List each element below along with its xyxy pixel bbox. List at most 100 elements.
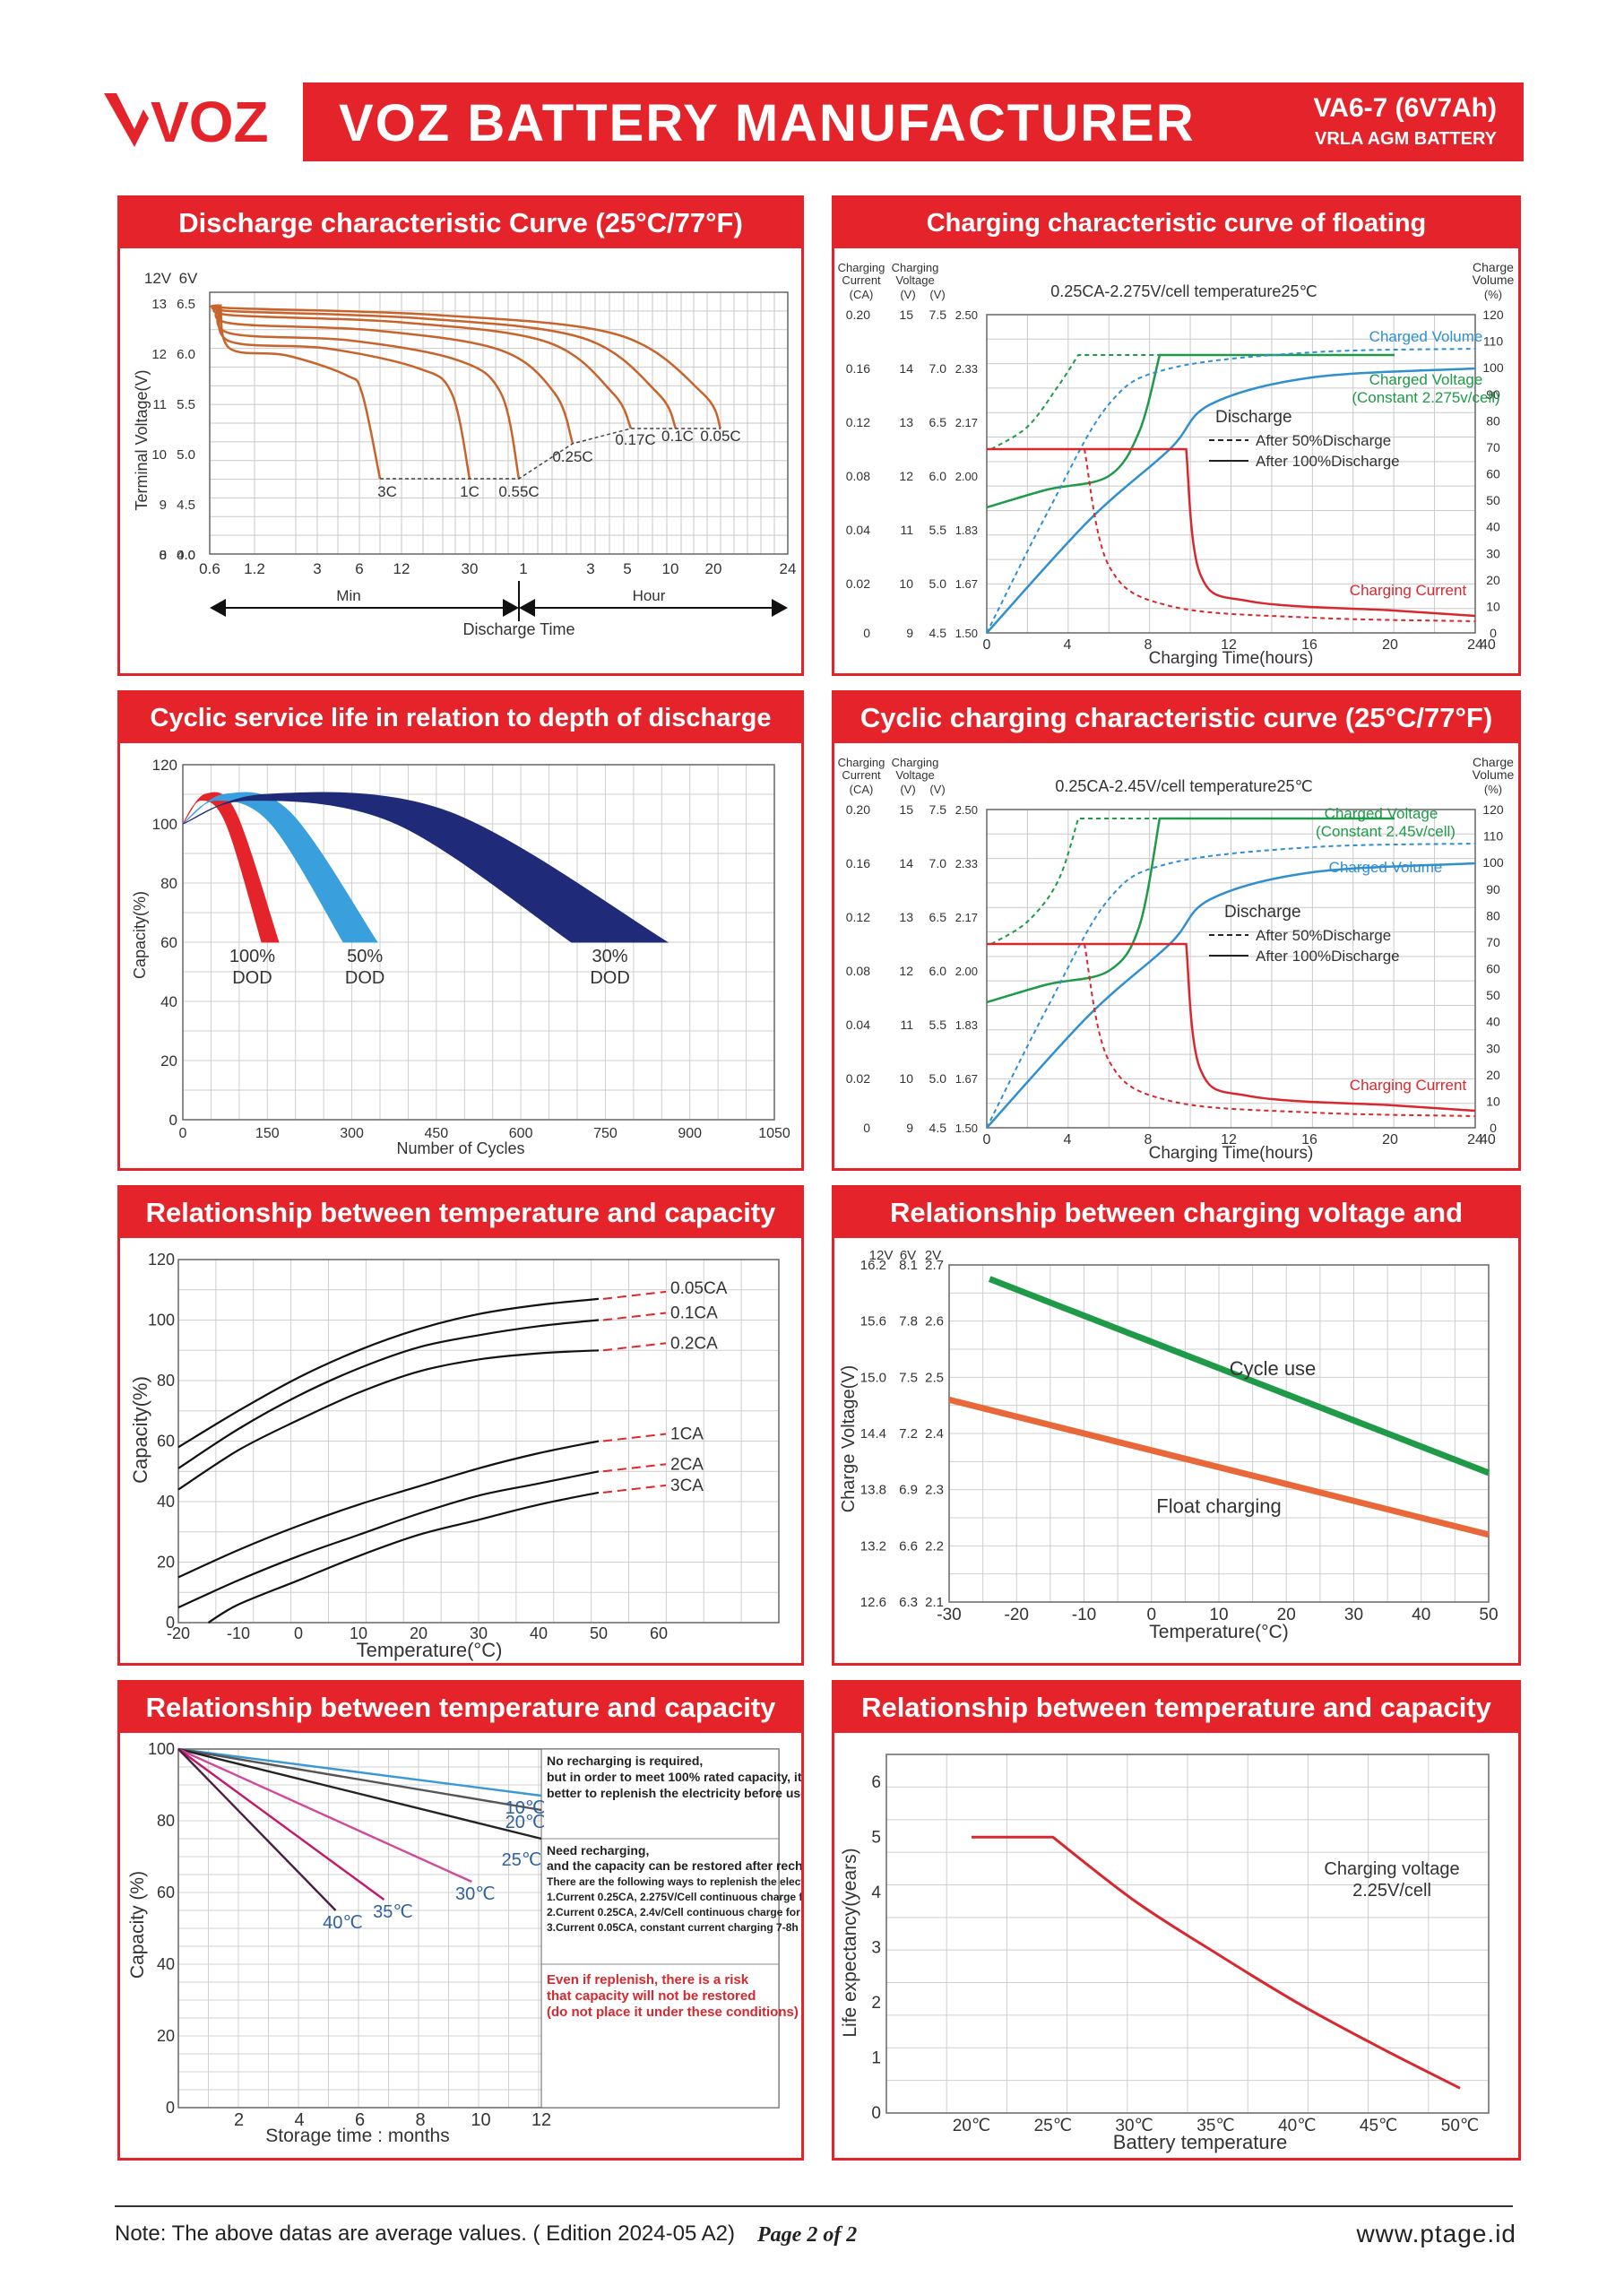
tick-label: 30 [1344, 1606, 1363, 1624]
series-area-0 [182, 792, 280, 943]
plot-frame [986, 809, 1476, 1129]
tick-label: 0.20 [846, 307, 870, 322]
tick-label: 5.0 [929, 576, 947, 591]
tick-label: 1050 [758, 1126, 790, 1141]
tick-label: 30 [462, 560, 479, 577]
series-line-Float charging [948, 1397, 1490, 1538]
tick-label: 0 [166, 1614, 175, 1632]
axis-unit-label: (%) [1484, 783, 1502, 796]
charge-voltage-temp-chart: 12V 6V 2V 16.2 8.1 2.7 15.6 7.8 2.6 15.0 7.5 2.5 14.… [839, 1248, 1499, 1642]
tick-label: 1.83 [955, 524, 978, 537]
note-text: There are the following ways to replenis… [547, 1875, 801, 1888]
tick-label: 0.12 [846, 910, 870, 924]
tick-label: 5.5 [929, 1018, 947, 1032]
tick-label: 4.5 [177, 498, 195, 513]
x-axis-title: Temperature(°C) [357, 1639, 503, 1661]
note-text: No recharging is required, [547, 1754, 703, 1768]
series-extension [602, 1312, 667, 1321]
tick-label: 13 [899, 910, 913, 924]
tick-label: 2.1 [925, 1595, 944, 1610]
tick-label: 900 [678, 1126, 702, 1141]
x-axis-title: Discharge Time [462, 620, 574, 638]
volume-line-50 [986, 843, 1476, 1129]
tick-label: 0.16 [846, 361, 870, 376]
tick-label: 15 [899, 307, 913, 322]
tick-label: 0.0 [177, 548, 195, 563]
tick-label: 120 [1482, 307, 1504, 322]
tick-label: -10 [1072, 1606, 1096, 1624]
tick-label: 35℃ [1196, 2117, 1234, 2135]
legend-label: After 50%Discharge [1256, 927, 1391, 944]
series-line-0.2CA [177, 1349, 600, 1491]
y-axis-title: Capacity(%) [129, 1376, 151, 1484]
note-text: 1.Current 0.25CA, 2.275V/Cell continuous… [547, 1891, 801, 1903]
volume-line-50 [986, 348, 1476, 634]
tick-label: 8 [1145, 1132, 1153, 1148]
end-voltage-line [380, 428, 721, 480]
tick-label: 2.7 [925, 1258, 944, 1273]
logo-swoosh-icon [104, 93, 149, 147]
series-label: 0.2CA [670, 1334, 718, 1353]
tick-label: 150 [255, 1126, 280, 1141]
axis-head: Charge [1473, 755, 1514, 769]
tick-label: 0 [983, 637, 991, 653]
tick-label: 2 [234, 2110, 244, 2130]
note-text: that capacity will not be restored [547, 1988, 756, 2004]
series-label: 40℃ [323, 1913, 363, 1933]
current-line-100 [987, 447, 1476, 618]
series-label: 2CA [670, 1455, 704, 1474]
tick-label: 600 [509, 1126, 533, 1141]
tick-label: 6.3 [899, 1595, 918, 1610]
tick-label: 80 [160, 875, 177, 892]
tick-label: 0 [1490, 1121, 1497, 1135]
tick-label: 120 [1482, 802, 1504, 817]
panel-title: Relationship between temperature and cap… [120, 1683, 801, 1733]
tick-label: 20 [1486, 1068, 1500, 1082]
plot-frame [209, 291, 789, 555]
note-text: better to replenish the electricity befo… [547, 1786, 801, 1800]
plot-frame [986, 314, 1476, 634]
tick-label: 6.0 [177, 347, 195, 362]
x-axis-title: Temperature(°C) [1149, 1622, 1288, 1642]
tick-label: 11 [152, 397, 167, 412]
cyclic-charge-chart: 0.25CA-2.45V/cell temperature25℃ Charging… [838, 755, 1515, 1163]
legend-title: Discharge [1215, 408, 1292, 427]
series-label: DOD [590, 968, 629, 988]
axis-unit-label: (V) [929, 783, 945, 796]
tick-label: 50℃ [1441, 2117, 1479, 2135]
series-line-0.1CA [177, 1319, 600, 1469]
series-label: Charged Volume [1369, 328, 1483, 345]
tick-label: 8 [160, 548, 167, 563]
series-line-0.25C [214, 304, 574, 445]
tick-label: 4 [294, 2110, 304, 2130]
tick-label: 5 [871, 1828, 881, 1847]
chart-subtitle: 0.25CA-2.45V/cell temperature25℃ [1055, 777, 1312, 795]
tick-label: 8 [1145, 637, 1153, 653]
legend-label: After 100%Discharge [1256, 948, 1400, 965]
tick-label: 20℃ [953, 2117, 990, 2135]
tick-label: 20 [410, 1624, 428, 1642]
tick-label: 8.1 [899, 1258, 918, 1273]
legend-label: 2.25V/cell [1352, 1881, 1431, 1901]
tick-label: 6 [355, 560, 363, 577]
panel-temp-capacity: Relationship between temperature and cap… [117, 1185, 804, 1666]
tick-label: 14 [899, 361, 913, 376]
tick-label: 13.8 [860, 1483, 886, 1498]
tick-label: 20 [157, 1554, 175, 1572]
voz-logo: VOZ [104, 90, 269, 154]
series-label: Float charging [1156, 1495, 1281, 1518]
panel-float-charge: Charging characteristic curve of floatin… [832, 195, 1521, 676]
tick-label: 13.2 [860, 1538, 886, 1554]
series-line-1C [218, 304, 471, 480]
storage-chart: 100 80 60 40 20 0 2 4 6 8 10 12 Storage time : month… [127, 1740, 801, 2146]
voltage-line-50 [990, 354, 1160, 450]
tick-label: 0.04 [846, 523, 870, 537]
y-axis-title: Capacity(%) [131, 891, 149, 979]
tick-label: 1 [871, 2048, 881, 2067]
series-line-0.1C [211, 303, 678, 429]
tick-label: 7.8 [899, 1314, 918, 1329]
axis-head: Charging [892, 756, 939, 769]
tick-label: 4 [871, 1884, 881, 1902]
volume-line-100 [986, 862, 1476, 1129]
tick-label: 3 [871, 1938, 881, 1957]
